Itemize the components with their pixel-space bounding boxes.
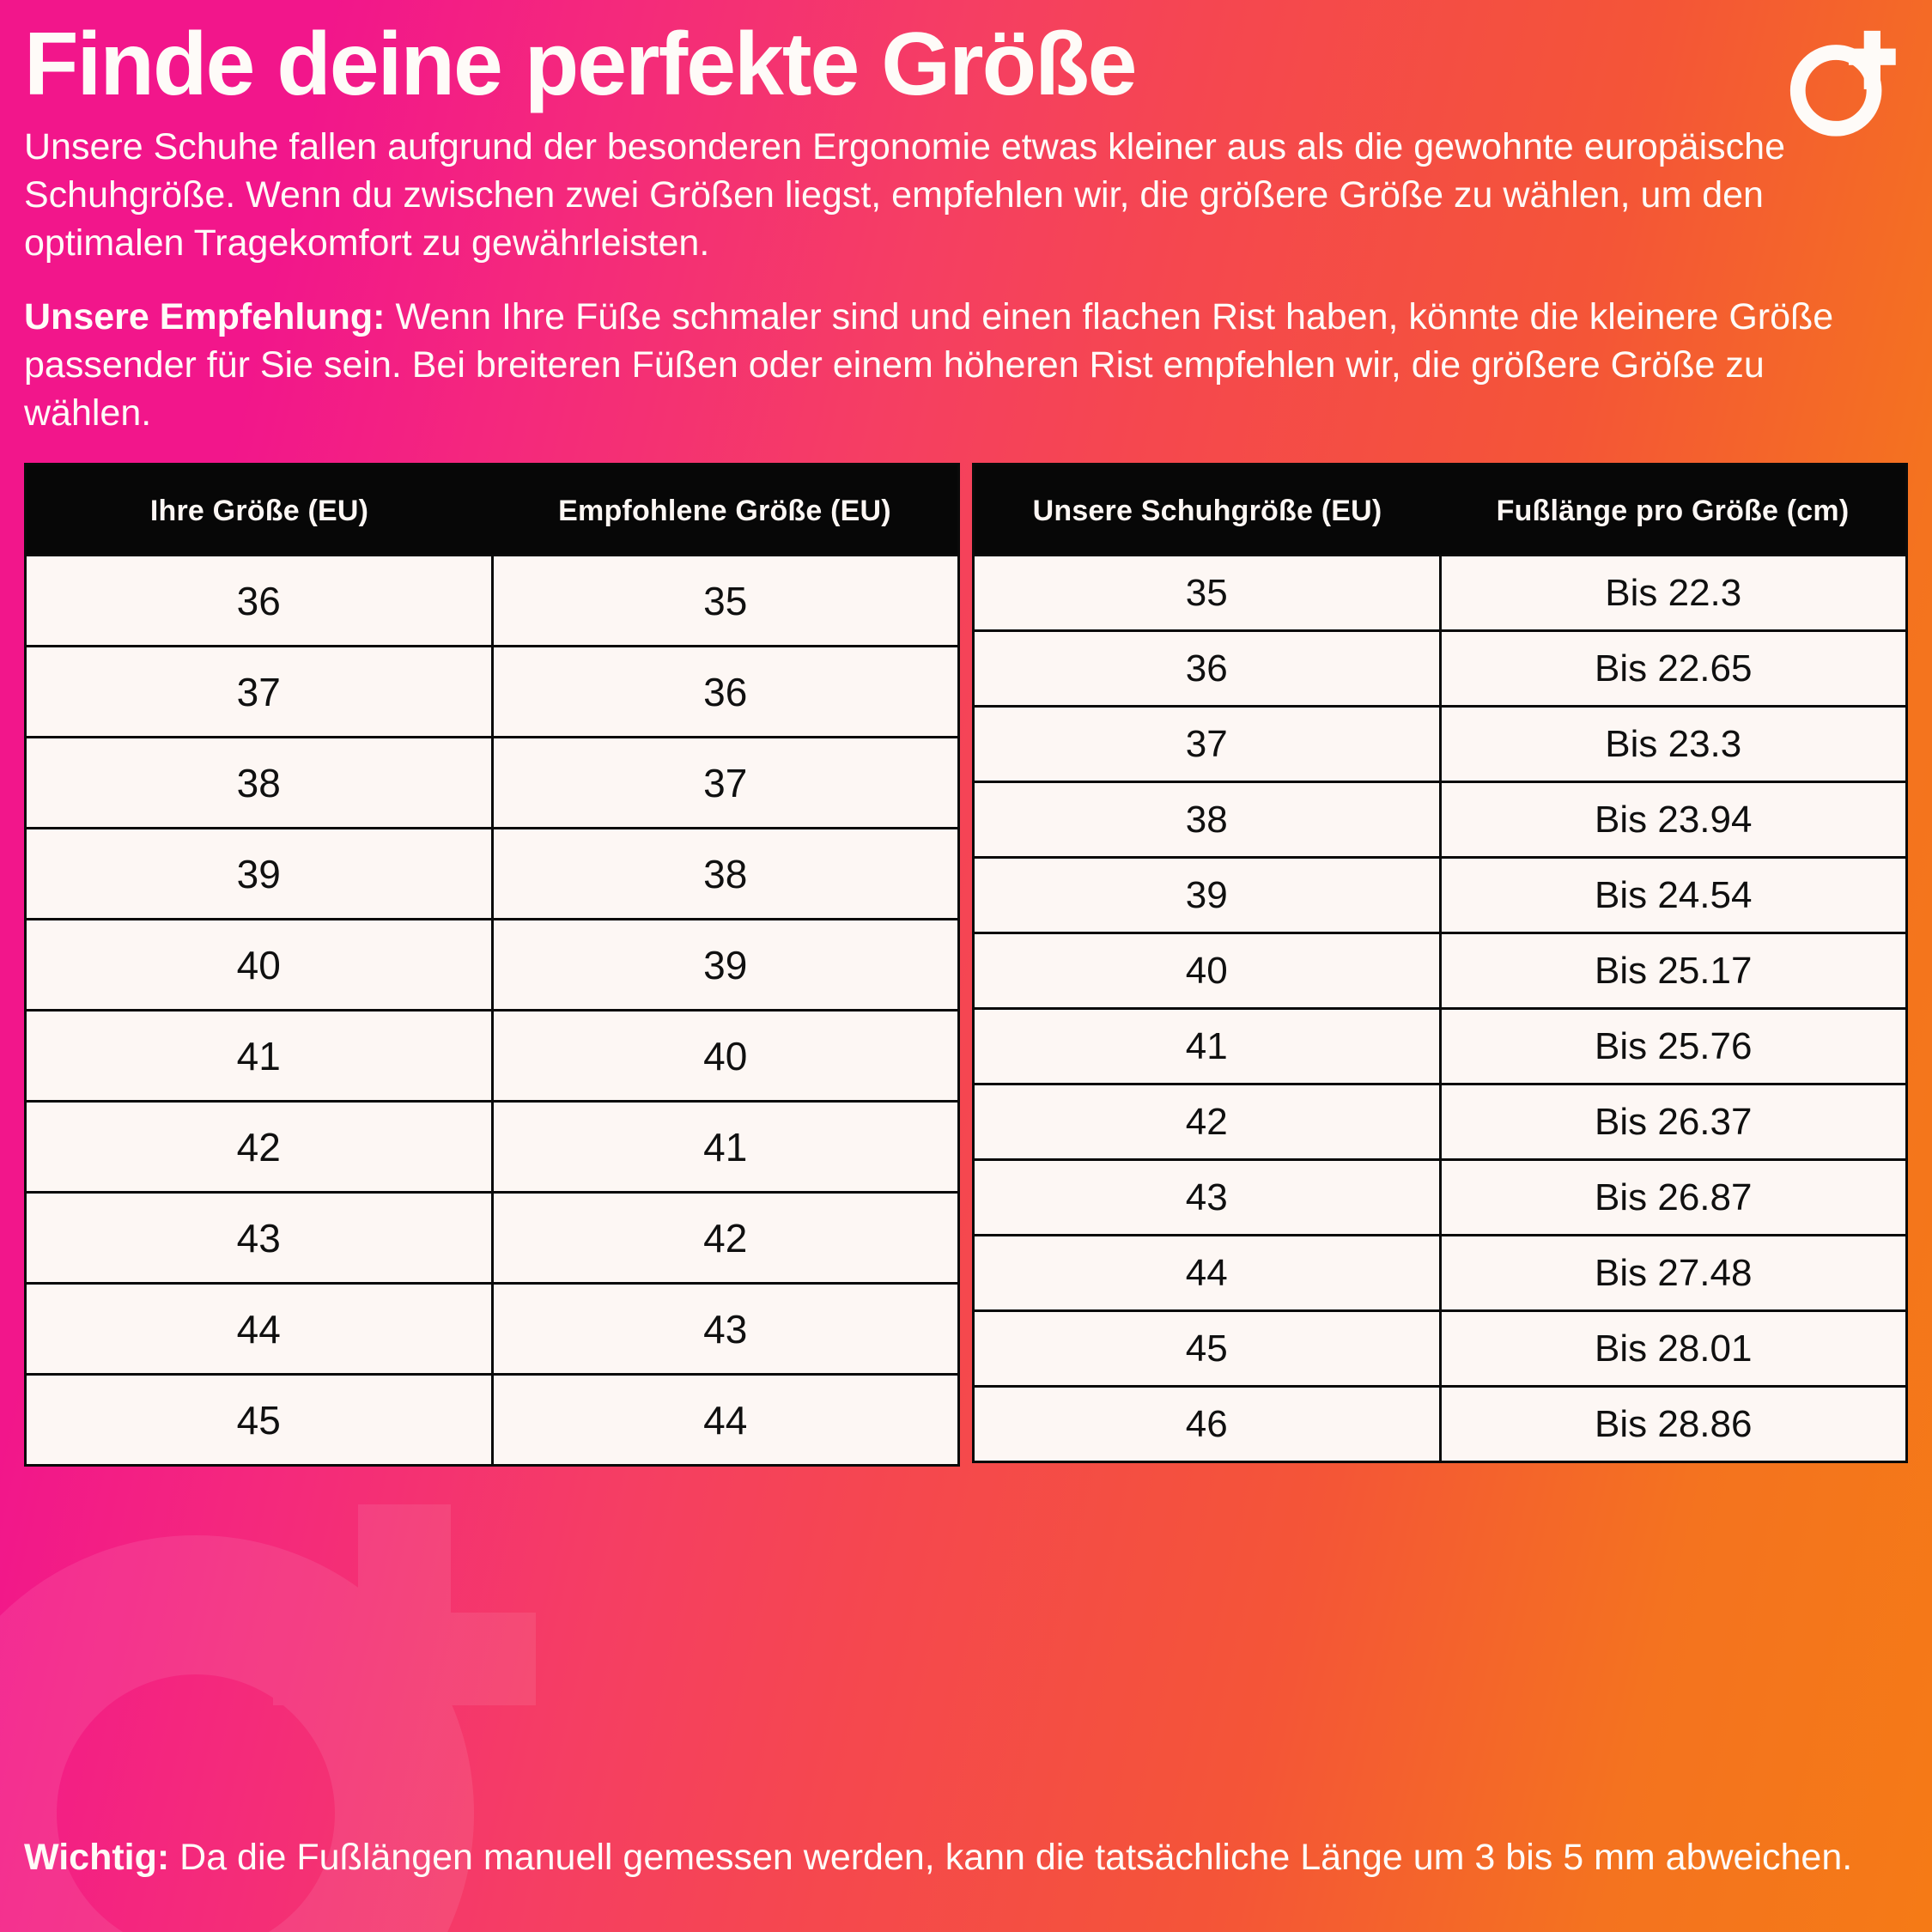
cell-your-size: 45: [24, 1373, 494, 1467]
cell-your-size: 42: [24, 1100, 494, 1194]
footer-label: Wichtig:: [24, 1837, 170, 1879]
cell-recommended-size: 43: [490, 1282, 960, 1376]
table-row: 45 Bis 28.01: [972, 1309, 1908, 1388]
cell-recommended-size: 35: [490, 554, 960, 648]
table-head: Ihre Größe (EU) Empfohlene Größe (EU): [25, 464, 959, 556]
recommendation-label: Unsere Empfehlung:: [24, 295, 386, 337]
cell-recommended-size: 37: [490, 736, 960, 830]
size-conversion-table: Ihre Größe (EU) Empfohlene Größe (EU) 36…: [24, 463, 960, 1467]
cell-foot-length: Bis 22.3: [1438, 554, 1908, 633]
cell-our-size: 38: [972, 781, 1442, 860]
table-row: 35 Bis 22.3: [972, 554, 1908, 633]
circle-plus-logo-icon: [1783, 21, 1910, 148]
cell-foot-length: Bis 26.87: [1438, 1158, 1908, 1237]
table-row: 38 37: [24, 736, 960, 830]
footlength-table-wrapper: Unsere Schuhgröße (EU) Fußlänge pro Größ…: [972, 463, 1908, 1464]
table-row: 42 Bis 26.37: [972, 1083, 1908, 1162]
cell-recommended-size: 42: [490, 1191, 960, 1285]
table-header-row: Unsere Schuhgröße (EU) Fußlänge pro Größ…: [973, 464, 1907, 556]
table-row: 44 43: [24, 1282, 960, 1376]
cell-foot-length: Bis 25.76: [1438, 1007, 1908, 1086]
cell-foot-length: Bis 28.01: [1438, 1309, 1908, 1388]
column-header-recommended-size: Empfohlene Größe (EU): [492, 464, 959, 556]
table-row: 41 40: [24, 1009, 960, 1103]
table-row: 39 38: [24, 827, 960, 921]
cell-your-size: 39: [24, 827, 494, 921]
table-row: 36 35: [24, 554, 960, 648]
cell-recommended-size: 39: [490, 918, 960, 1012]
cell-recommended-size: 40: [490, 1009, 960, 1103]
table-row: 40 39: [24, 918, 960, 1012]
table-row: 44 Bis 27.48: [972, 1234, 1908, 1313]
cell-recommended-size: 38: [490, 827, 960, 921]
cell-your-size: 37: [24, 645, 494, 739]
cell-foot-length: Bis 25.17: [1438, 932, 1908, 1011]
intro-paragraph-2: Unsere Empfehlung: Wenn Ihre Füße schmal…: [24, 294, 1896, 438]
cell-recommended-size: 44: [490, 1373, 960, 1467]
cell-your-size: 36: [24, 554, 494, 648]
table-body: 36 35 37 36 38 37 39 38 40 39 41 40 42 41 43 42 44 43 45 44: [24, 554, 960, 1467]
cell-foot-length: Bis 27.48: [1438, 1234, 1908, 1313]
cell-foot-length: Bis 24.54: [1438, 856, 1908, 935]
cell-your-size: 41: [24, 1009, 494, 1103]
cell-our-size: 41: [972, 1007, 1442, 1086]
table-head: Unsere Schuhgröße (EU) Fußlänge pro Größ…: [973, 464, 1907, 556]
cell-our-size: 37: [972, 705, 1442, 784]
cell-foot-length: Bis 23.94: [1438, 781, 1908, 860]
column-header-foot-length: Fußlänge pro Größe (cm): [1440, 464, 1907, 556]
intro-paragraph-1: Unsere Schuhe fallen aufgrund der besond…: [24, 126, 1785, 264]
table-row: 46 Bis 28.86: [972, 1385, 1908, 1464]
cell-foot-length: Bis 28.86: [1438, 1385, 1908, 1464]
cell-our-size: 44: [972, 1234, 1442, 1313]
table-body: 35 Bis 22.3 36 Bis 22.65 37 Bis 23.3 38 Bis 23.…: [972, 554, 1908, 1464]
cell-your-size: 40: [24, 918, 494, 1012]
cell-foot-length: Bis 22.65: [1438, 629, 1908, 708]
cell-your-size: 44: [24, 1282, 494, 1376]
footer-note: Wichtig: Da die Fußlängen manuell gemess…: [24, 1833, 1908, 1882]
cell-your-size: 43: [24, 1191, 494, 1285]
table-row: 39 Bis 24.54: [972, 856, 1908, 935]
cell-our-size: 35: [972, 554, 1442, 633]
table-row: 43 42: [24, 1191, 960, 1285]
table-row: 40 Bis 25.17: [972, 932, 1908, 1011]
cell-your-size: 38: [24, 736, 494, 830]
column-header-your-size: Ihre Größe (EU): [25, 464, 492, 556]
size-tables: Ihre Größe (EU) Empfohlene Größe (EU) 36…: [24, 463, 1908, 1467]
page-title: Finde deine perfekte Größe: [24, 15, 1138, 114]
recommendation-text: Wenn Ihre Füße schmaler sind und einen f…: [24, 295, 1834, 434]
table-row: 37 Bis 23.3: [972, 705, 1908, 784]
table-row: 43 Bis 26.87: [972, 1158, 1908, 1237]
cell-our-size: 46: [972, 1385, 1442, 1464]
cell-our-size: 36: [972, 629, 1442, 708]
cell-our-size: 42: [972, 1083, 1442, 1162]
cell-our-size: 45: [972, 1309, 1442, 1388]
table-row: 45 44: [24, 1373, 960, 1467]
cell-our-size: 43: [972, 1158, 1442, 1237]
column-header-our-size: Unsere Schuhgröße (EU): [973, 464, 1440, 556]
table-row: 41 Bis 25.76: [972, 1007, 1908, 1086]
conversion-table-wrapper: Ihre Größe (EU) Empfohlene Größe (EU) 36…: [24, 463, 960, 1467]
cell-recommended-size: 41: [490, 1100, 960, 1194]
table-row: 36 Bis 22.65: [972, 629, 1908, 708]
cell-foot-length: Bis 26.37: [1438, 1083, 1908, 1162]
foot-length-table: Unsere Schuhgröße (EU) Fußlänge pro Größ…: [972, 463, 1908, 1464]
table-row: 37 36: [24, 645, 960, 739]
table-row: 38 Bis 23.94: [972, 781, 1908, 860]
table-header-row: Ihre Größe (EU) Empfohlene Größe (EU): [25, 464, 959, 556]
cell-our-size: 39: [972, 856, 1442, 935]
cell-our-size: 40: [972, 932, 1442, 1011]
table-row: 42 41: [24, 1100, 960, 1194]
footer-text: Da die Fußlängen manuell gemessen werden…: [169, 1837, 1853, 1879]
cell-foot-length: Bis 23.3: [1438, 705, 1908, 784]
cell-recommended-size: 36: [490, 645, 960, 739]
